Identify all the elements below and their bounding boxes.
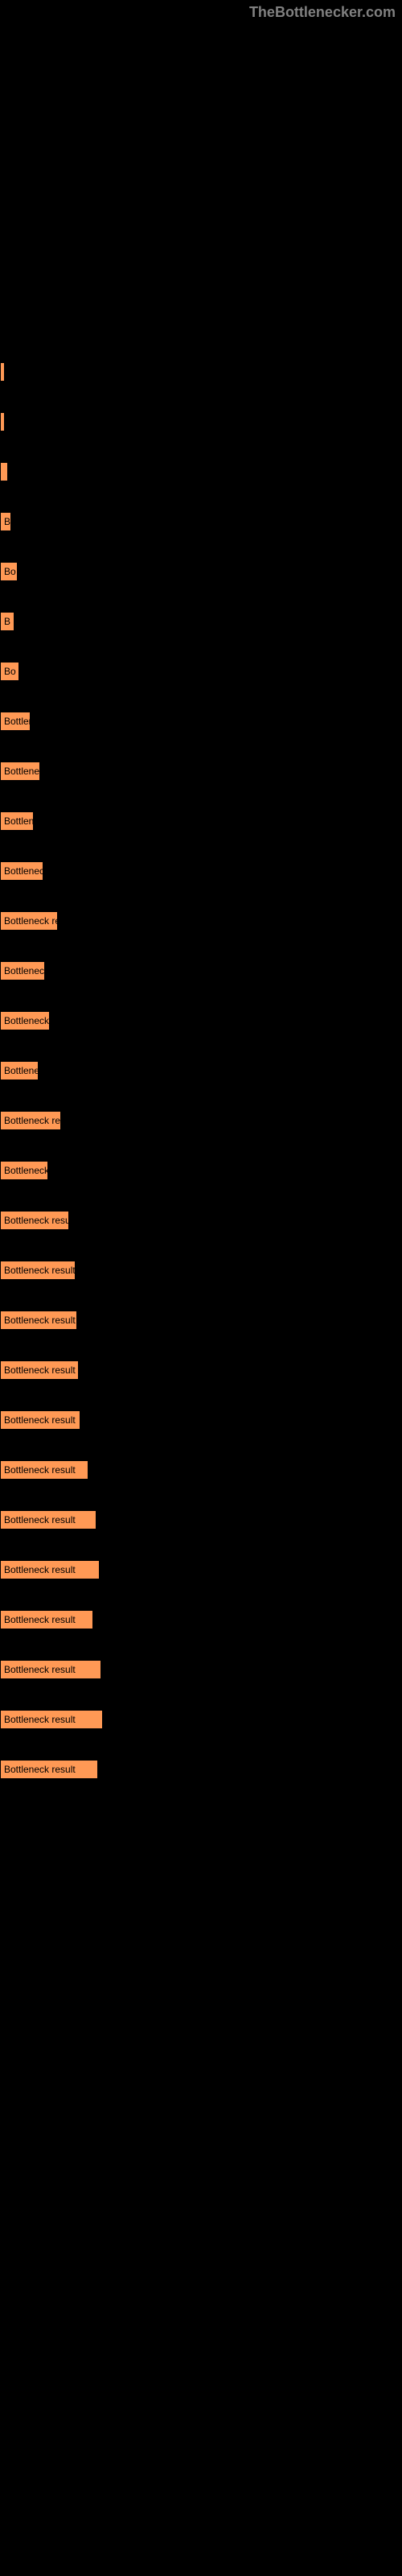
bar: Bottleneck result — [0, 911, 58, 931]
bar: Bottleneck result — [0, 1510, 96, 1530]
bar: Bottleneck result — [0, 1610, 93, 1629]
bar: Bottleneck r — [0, 762, 40, 781]
bar: Bottleneck result — [0, 1360, 79, 1380]
bar-row: Bottleneck result — [0, 1760, 402, 1779]
bar-row: Bottleneck re — [0, 861, 402, 881]
bar: Bottleneck result — [0, 1760, 98, 1779]
bar: Bottleneck resu — [0, 1011, 50, 1030]
bar-row: B — [0, 612, 402, 631]
bar-row: Bottleneck — [0, 1061, 402, 1080]
bar: Bottleneck result — [0, 1560, 100, 1579]
bar-row: Bo — [0, 562, 402, 581]
bar-row: Bottleneck result — [0, 1510, 402, 1530]
bar-chart: B Bo B Bo Bottlen Bottleneck r Bottlenec Bottle… — [0, 0, 402, 1842]
bar — [0, 462, 8, 481]
bar-row: Bottleneck result — [0, 911, 402, 931]
bar: Bo — [0, 662, 19, 681]
bar: Bottleneck result — [0, 1111, 61, 1130]
bar-row: Bottleneck re — [0, 961, 402, 980]
bar: Bottleneck re — [0, 961, 45, 980]
bar-row: Bo — [0, 662, 402, 681]
bar-row: Bottleneck r — [0, 762, 402, 781]
bar: Bo — [0, 562, 18, 581]
bar-row: Bottleneck result — [0, 1360, 402, 1380]
bar-row: Bottleneck result — [0, 1211, 402, 1230]
bar-row: B — [0, 512, 402, 531]
bar-row: Bottleneck result — [0, 1610, 402, 1629]
bar-row: Bottleneck result — [0, 1560, 402, 1579]
bar-row — [0, 462, 402, 481]
bar: B — [0, 512, 11, 531]
bar: Bottleneck res — [0, 1161, 48, 1180]
bar-row: Bottleneck result — [0, 1710, 402, 1729]
watermark-text: TheBottlenecker.com — [249, 4, 396, 21]
bar-row — [0, 412, 402, 431]
bar-row: Bottleneck res — [0, 1161, 402, 1180]
bar-row: Bottleneck result — [0, 1311, 402, 1330]
bar: B — [0, 612, 14, 631]
bar-row: Bottleneck result — [0, 1261, 402, 1280]
bar-row: Bottleneck result — [0, 1111, 402, 1130]
bar-row — [0, 362, 402, 382]
bar: Bottleneck result — [0, 1710, 103, 1729]
bar: Bottleneck result — [0, 1211, 69, 1230]
bar: Bottleneck re — [0, 861, 43, 881]
bar-row: Bottleneck result — [0, 1460, 402, 1480]
bar: Bottleneck — [0, 1061, 39, 1080]
bar: Bottlen — [0, 712, 31, 731]
bar-row: Bottleneck result — [0, 1660, 402, 1679]
bar: Bottleneck result — [0, 1460, 88, 1480]
bar-row: Bottleneck resu — [0, 1011, 402, 1030]
bar: Bottleneck result — [0, 1261, 76, 1280]
bar: Bottlenec — [0, 811, 34, 831]
bar-row: Bottlen — [0, 712, 402, 731]
bar — [0, 412, 5, 431]
bar — [0, 362, 5, 382]
bar: Bottleneck result — [0, 1311, 77, 1330]
bar: Bottleneck result — [0, 1660, 101, 1679]
bar-row: Bottleneck result — [0, 1410, 402, 1430]
bar-row: Bottlenec — [0, 811, 402, 831]
bar: Bottleneck result — [0, 1410, 80, 1430]
